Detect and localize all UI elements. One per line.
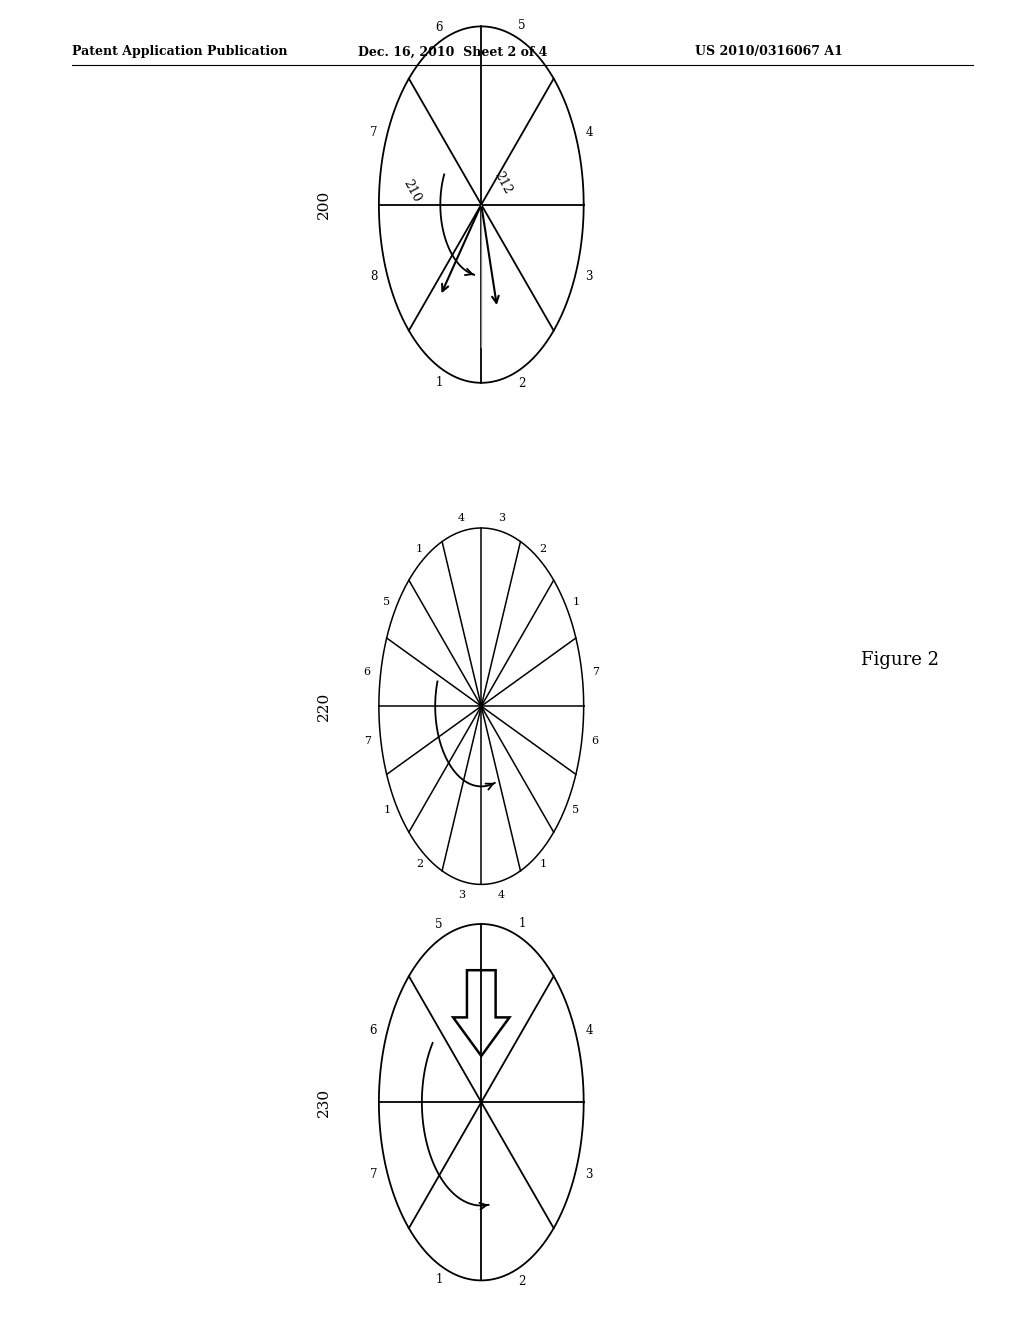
Text: 2: 2 [416, 858, 423, 869]
Text: 8: 8 [370, 271, 377, 284]
Text: 4: 4 [586, 125, 593, 139]
Text: 7: 7 [370, 125, 377, 139]
Text: 2: 2 [518, 378, 525, 391]
Text: 5: 5 [518, 18, 525, 32]
Text: 200: 200 [316, 190, 331, 219]
Text: 3: 3 [586, 271, 593, 284]
Text: 6: 6 [435, 21, 442, 33]
Text: 7: 7 [370, 1168, 377, 1181]
Text: 5: 5 [435, 919, 442, 931]
Text: 3: 3 [458, 890, 465, 900]
Text: 2: 2 [540, 544, 547, 554]
Text: 6: 6 [364, 667, 371, 677]
Text: 230: 230 [316, 1088, 331, 1117]
Text: 4: 4 [498, 890, 505, 900]
Text: 1: 1 [435, 1274, 442, 1286]
Text: 2: 2 [518, 1275, 525, 1288]
Text: US 2010/0316067 A1: US 2010/0316067 A1 [695, 45, 843, 58]
Text: 1: 1 [416, 544, 423, 554]
Text: 1: 1 [518, 916, 525, 929]
Text: 6: 6 [370, 1023, 377, 1036]
Text: 1: 1 [383, 805, 390, 816]
Text: Figure 2: Figure 2 [861, 651, 939, 669]
Text: 7: 7 [592, 667, 599, 677]
Text: 210: 210 [400, 177, 424, 205]
Text: Dec. 16, 2010  Sheet 2 of 4: Dec. 16, 2010 Sheet 2 of 4 [358, 45, 548, 58]
Text: 3: 3 [498, 512, 505, 523]
Text: 4: 4 [586, 1023, 593, 1036]
Text: Patent Application Publication: Patent Application Publication [72, 45, 288, 58]
Text: 4: 4 [458, 512, 465, 523]
Text: 1: 1 [540, 858, 547, 869]
Text: 5: 5 [383, 597, 390, 607]
Text: 220: 220 [316, 692, 331, 721]
Text: 6: 6 [592, 735, 599, 746]
Text: 3: 3 [586, 1168, 593, 1181]
Text: 5: 5 [572, 805, 580, 816]
Text: 1: 1 [435, 376, 442, 388]
Text: 7: 7 [364, 735, 371, 746]
Text: 212: 212 [492, 169, 515, 197]
Text: 1: 1 [572, 597, 580, 607]
